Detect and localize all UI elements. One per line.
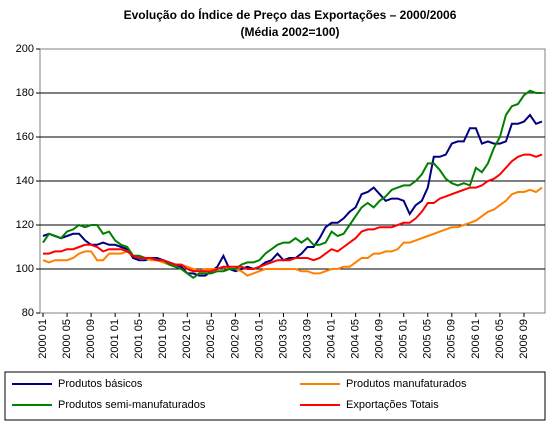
x-tick-label: 2000 09 bbox=[85, 319, 97, 359]
legend-label: Produtos manufaturados bbox=[346, 378, 467, 390]
x-tick-label: 2000 01 bbox=[37, 319, 49, 359]
x-tick-label: 2002 05 bbox=[205, 319, 217, 359]
x-tick-label: 2006 01 bbox=[470, 319, 482, 359]
y-tick-label: 160 bbox=[16, 131, 34, 143]
legend-label: Produtos semi-manufaturados bbox=[58, 399, 206, 411]
y-tick-label: 140 bbox=[16, 175, 34, 187]
chart-subtitle: (Média 2002=100) bbox=[240, 25, 339, 39]
x-tick-label: 2004 01 bbox=[325, 319, 337, 359]
y-tick-label: 180 bbox=[16, 87, 34, 99]
x-tick-label: 2001 09 bbox=[157, 319, 169, 359]
x-tick-label: 2004 09 bbox=[374, 319, 386, 359]
series-line bbox=[42, 89, 542, 280]
legend-label: Exportações Totais bbox=[346, 399, 439, 411]
x-tick-label: 2005 09 bbox=[446, 319, 458, 359]
x-tick-label: 2003 01 bbox=[253, 319, 265, 359]
x-tick-label: 2002 09 bbox=[229, 319, 241, 359]
x-tick-label: 2001 05 bbox=[133, 319, 145, 359]
x-tick-label: 2004 05 bbox=[350, 319, 362, 359]
legend-label: Produtos básicos bbox=[58, 378, 143, 390]
x-tick-label: 2000 05 bbox=[61, 319, 73, 359]
x-tick-label: 2005 01 bbox=[398, 319, 410, 359]
x-tick-label: 2006 09 bbox=[518, 319, 530, 359]
x-tick-label: 2001 01 bbox=[109, 319, 121, 359]
y-tick-label: 80 bbox=[22, 307, 34, 319]
x-tick-label: 2006 05 bbox=[494, 319, 506, 359]
series-line bbox=[42, 113, 543, 277]
x-tick-label: 2003 09 bbox=[301, 319, 313, 359]
x-tick-label: 2005 05 bbox=[422, 319, 434, 359]
y-tick-label: 200 bbox=[16, 43, 34, 55]
x-tick-label: 2002 01 bbox=[181, 319, 193, 359]
legend bbox=[4, 371, 546, 421]
y-tick-label: 120 bbox=[16, 219, 34, 231]
chart-title: Evolução do Índice de Preço das Exportaç… bbox=[124, 7, 457, 22]
x-tick-label: 2003 05 bbox=[277, 319, 289, 359]
series-line bbox=[43, 153, 543, 273]
y-tick-label: 100 bbox=[16, 263, 34, 275]
